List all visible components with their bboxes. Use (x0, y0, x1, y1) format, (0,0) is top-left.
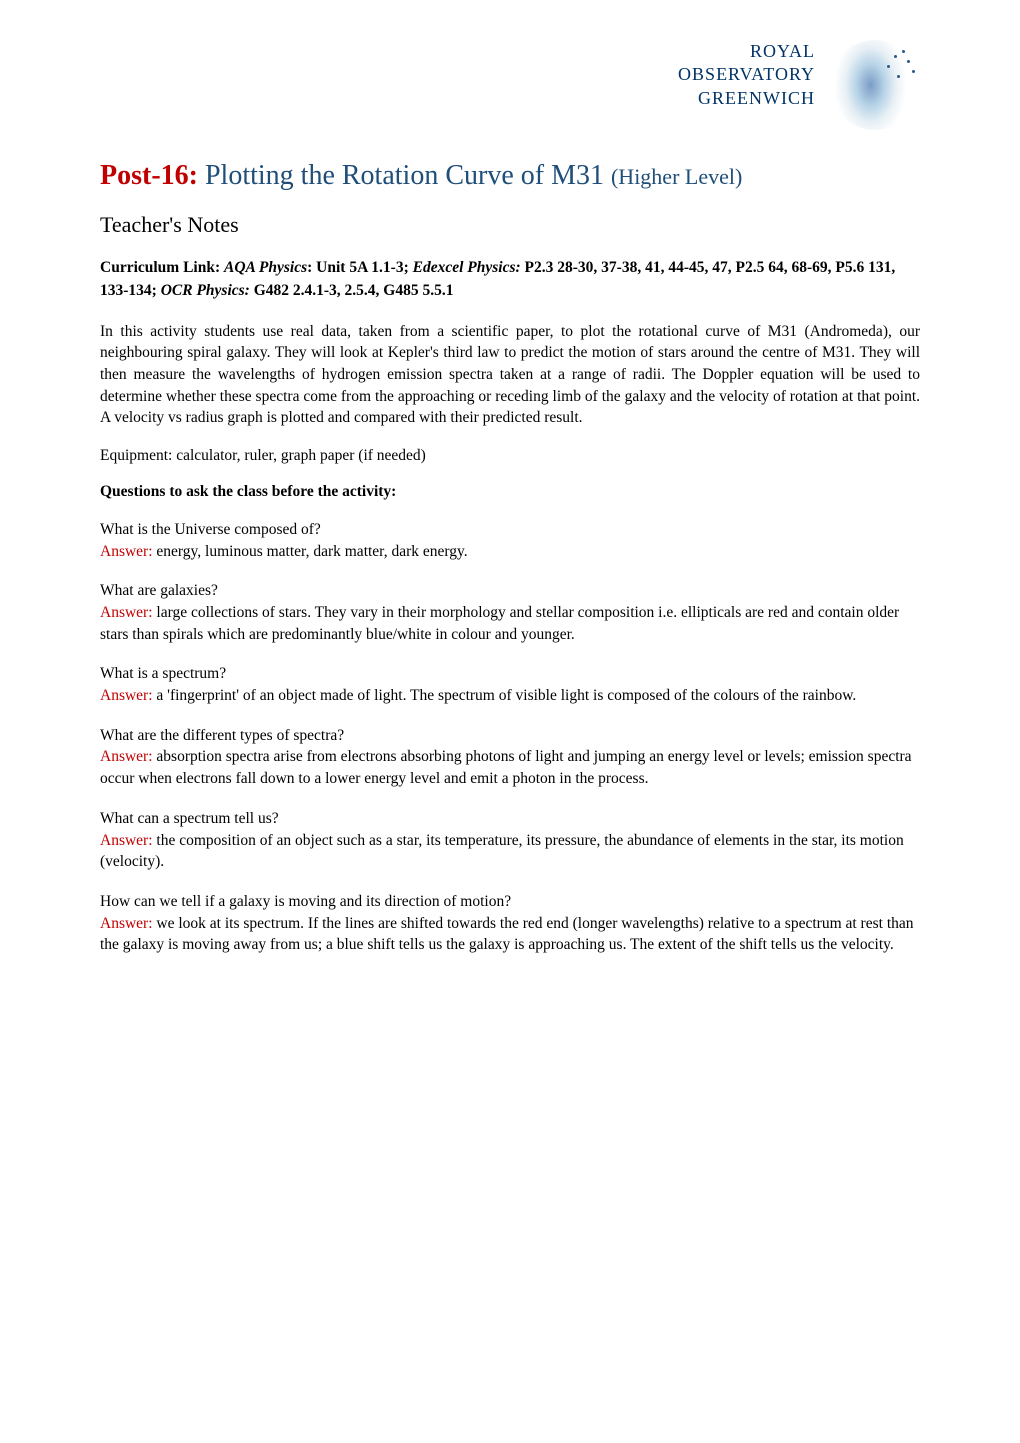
page-title: Post-16: Plotting the Rotation Curve of … (100, 160, 920, 192)
observatory-logo-icon (830, 40, 920, 130)
answer-text: the composition of an object such as a s… (100, 832, 904, 871)
edexcel-label: Edexcel Physics: (413, 259, 521, 276)
answer-row: Answer: absorption spectra arise from el… (100, 746, 920, 789)
curriculum-link: Curriculum Link: AQA Physics: Unit 5A 1.… (100, 256, 920, 303)
questions-heading: Questions to ask the class before the ac… (100, 483, 920, 501)
answer-row: Answer: we look at its spectrum. If the … (100, 913, 920, 956)
intro-paragraph: In this activity students use real data,… (100, 321, 920, 429)
qa-block-2: What is a spectrum? Answer: a 'fingerpri… (100, 663, 920, 706)
answer-row: Answer: energy, luminous matter, dark ma… (100, 541, 920, 563)
title-prefix: Post-16: (100, 160, 198, 191)
equipment-line: Equipment: calculator, ruler, graph pape… (100, 447, 920, 465)
answer-text: large collections of stars. They vary in… (100, 604, 899, 643)
question: What are galaxies? (100, 580, 920, 602)
logo-line3: GREENWICH (678, 87, 815, 110)
answer-row: Answer: large collections of stars. They… (100, 602, 920, 645)
title-suffix: (Higher Level) (611, 164, 742, 189)
header-logo: ROYAL OBSERVATORY GREENWICH (100, 40, 920, 130)
aqa-text: : Unit 5A 1.1-3; (307, 259, 409, 276)
ocr-label: OCR Physics: (161, 282, 250, 299)
logo-line1: ROYAL (678, 40, 815, 63)
question: What is a spectrum? (100, 663, 920, 685)
qa-block-5: How can we tell if a galaxy is moving an… (100, 891, 920, 956)
answer-row: Answer: the composition of an object suc… (100, 830, 920, 873)
answer-text: a 'fingerprint' of an object made of lig… (153, 687, 857, 704)
logo-text-block: ROYAL OBSERVATORY GREENWICH (678, 40, 815, 110)
question: What is the Universe composed of? (100, 519, 920, 541)
question: What can a spectrum tell us? (100, 808, 920, 830)
subtitle: Teacher's Notes (100, 212, 920, 238)
qa-block-0: What is the Universe composed of? Answer… (100, 519, 920, 562)
answer-row: Answer: a 'fingerprint' of an object mad… (100, 685, 920, 707)
question: What are the different types of spectra? (100, 725, 920, 747)
curriculum-label: Curriculum Link: (100, 259, 220, 276)
qa-block-3: What are the different types of spectra?… (100, 725, 920, 790)
answer-label: Answer: (100, 748, 153, 765)
question: How can we tell if a galaxy is moving an… (100, 891, 920, 913)
answer-text: absorption spectra arise from electrons … (100, 748, 912, 787)
ocr-text: G482 2.4.1-3, 2.5.4, G485 5.5.1 (254, 282, 454, 299)
logo-line2: OBSERVATORY (678, 63, 815, 86)
answer-text: energy, luminous matter, dark matter, da… (153, 543, 468, 560)
aqa-label: AQA Physics (224, 259, 307, 276)
title-main: Plotting the Rotation Curve of M31 (205, 160, 604, 191)
answer-label: Answer: (100, 915, 153, 932)
answer-label: Answer: (100, 543, 153, 560)
qa-block-1: What are galaxies? Answer: large collect… (100, 580, 920, 645)
answer-label: Answer: (100, 604, 153, 621)
answer-label: Answer: (100, 832, 153, 849)
answer-text: we look at its spectrum. If the lines ar… (100, 915, 914, 954)
qa-block-4: What can a spectrum tell us? Answer: the… (100, 808, 920, 873)
answer-label: Answer: (100, 687, 153, 704)
